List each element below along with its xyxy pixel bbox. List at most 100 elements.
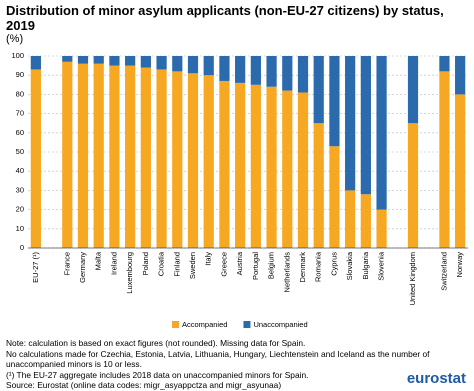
y-tick-label: 50 xyxy=(16,147,24,156)
bar-segment xyxy=(125,56,136,66)
bar-segment xyxy=(360,194,371,248)
bar-segment xyxy=(219,56,230,81)
bar-segment xyxy=(77,56,89,64)
bar-segment xyxy=(140,56,151,68)
y-tick-label: 100 xyxy=(11,51,24,60)
bar-segment xyxy=(156,56,167,70)
bar-segment xyxy=(313,56,324,124)
bar-segment xyxy=(313,123,324,248)
bar-segment xyxy=(266,86,277,248)
bar-segment xyxy=(219,80,230,249)
unit-label: (%) xyxy=(6,33,24,45)
x-tick-label: Cyprus xyxy=(329,252,338,276)
bar-segment xyxy=(187,73,199,248)
bar-segment xyxy=(109,56,120,66)
chart-title: Distribution of minor asylum applicants … xyxy=(6,3,444,33)
y-tick-label: 20 xyxy=(16,205,24,214)
y-tick-label: 10 xyxy=(16,224,24,233)
x-tick-label: Romania xyxy=(314,251,323,282)
notes: Note: calculation is based on exact figu… xyxy=(6,338,468,391)
bar-segment xyxy=(156,69,167,248)
x-tick-label: Poland xyxy=(141,252,150,275)
bar-segment xyxy=(235,56,246,83)
bar-segment xyxy=(62,61,73,249)
bar-segment xyxy=(203,56,214,76)
x-tick-label: United Kingdom xyxy=(408,252,417,305)
bar-segment xyxy=(407,123,419,248)
x-tick-label: Portugal xyxy=(251,252,260,280)
x-tick-label: Germany xyxy=(78,252,87,283)
x-tick-label: Bulgaria xyxy=(361,251,370,279)
logo: eurostat xyxy=(406,370,466,387)
x-tick-label: Luxembourg xyxy=(125,252,134,294)
bar-segment xyxy=(360,56,371,195)
note: No calculations made for Czechia, Estoni… xyxy=(6,348,430,370)
y-tick-label: 80 xyxy=(16,89,24,98)
x-tick-label: Netherlands xyxy=(282,252,291,293)
legend-swatch xyxy=(172,321,179,328)
x-tick-label: Denmark xyxy=(298,252,307,283)
bar-segment xyxy=(376,209,387,248)
legend-label: Unaccompanied xyxy=(253,320,307,329)
bar-segment xyxy=(455,94,466,249)
x-tick-label: Croatia xyxy=(157,251,166,276)
y-tick-label: 30 xyxy=(16,185,24,194)
bar-segment xyxy=(407,56,419,124)
bar-segment xyxy=(235,82,246,248)
x-tick-label: Ireland xyxy=(109,252,118,275)
y-tick-label: 60 xyxy=(16,128,24,137)
bar-segment xyxy=(439,71,450,248)
bar-segment xyxy=(439,56,450,72)
x-tick-label: France xyxy=(62,252,71,275)
bar-segment xyxy=(345,56,356,191)
x-tick-label: Austria xyxy=(235,251,244,275)
bar-segment xyxy=(30,69,41,248)
x-tick-label: Italy xyxy=(204,252,213,266)
bar-segment xyxy=(297,56,309,93)
legend-swatch xyxy=(243,321,251,328)
bar-segment xyxy=(93,56,104,64)
bar-segment xyxy=(329,56,340,147)
bar-segment xyxy=(125,65,136,248)
bar-segment xyxy=(62,56,73,62)
bar-segment xyxy=(266,56,277,87)
y-tick-label: 70 xyxy=(16,109,24,118)
x-tick-label: Sweden xyxy=(188,252,197,279)
bar-segment xyxy=(203,75,214,248)
bar-segment xyxy=(345,190,356,248)
bar-segment xyxy=(30,56,41,70)
bar-segment xyxy=(140,67,151,249)
x-tick-label: Belgium xyxy=(267,252,276,279)
bar-segment xyxy=(282,90,293,248)
bar-segment xyxy=(250,56,261,85)
x-tick-label: Finland xyxy=(172,252,181,277)
note: Source: Eurostat (online data codes: mig… xyxy=(6,380,282,390)
note: Note: calculation is based on exact figu… xyxy=(6,338,306,348)
bar-segment xyxy=(376,56,387,210)
x-tick-label: Norway xyxy=(455,252,464,278)
bar-segment xyxy=(109,65,120,248)
chart: 0 10 20 30 40 50 60 70 80 90 100 EU-27 (¹) France Ger… xyxy=(11,51,468,329)
bar-segment xyxy=(172,71,183,248)
legend-label: Accompanied xyxy=(182,320,227,329)
y-tick-label: 90 xyxy=(16,70,24,79)
bar-segment xyxy=(250,84,261,248)
note: (¹) The EU-27 aggregate includes 2018 da… xyxy=(6,369,309,380)
bar-segment xyxy=(187,56,199,74)
bar-segment xyxy=(282,56,293,91)
x-tick-label: Switzerland xyxy=(439,252,448,291)
bar-segment xyxy=(455,56,466,95)
x-tick-label: Slovakia xyxy=(345,251,354,280)
bar-segment xyxy=(77,63,89,249)
x-tick-label: Greece xyxy=(219,252,228,277)
bar-segment xyxy=(329,146,340,248)
x-tick-label: Malta xyxy=(94,251,103,270)
y-tick-label: 40 xyxy=(16,166,24,175)
y-tick-label: 0 xyxy=(20,243,24,252)
bar-segment xyxy=(297,92,309,248)
x-tick-label: Slovenia xyxy=(377,251,386,281)
bar-segment xyxy=(93,63,104,249)
x-tick-label: EU-27 (¹) xyxy=(31,252,40,283)
bar-segment xyxy=(172,56,183,72)
